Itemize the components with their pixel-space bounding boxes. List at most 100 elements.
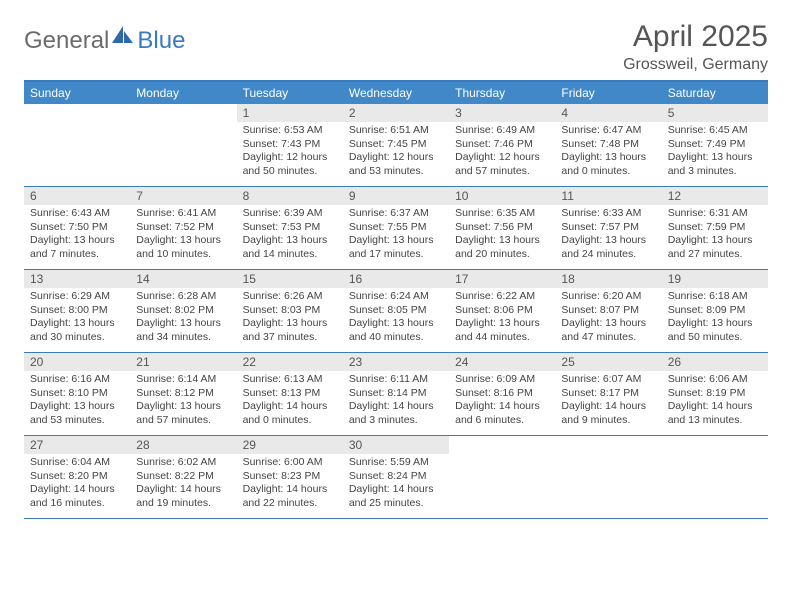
day-cell: 16Sunrise: 6:24 AMSunset: 8:05 PMDayligh… — [343, 270, 449, 352]
daylight-text: Daylight: 14 hours and 13 minutes. — [668, 400, 762, 427]
day-body: Sunrise: 6:04 AMSunset: 8:20 PMDaylight:… — [24, 454, 130, 515]
brand-sail-icon — [112, 26, 134, 49]
day-number: 1 — [237, 104, 343, 122]
day-cell: 7Sunrise: 6:41 AMSunset: 7:52 PMDaylight… — [130, 187, 236, 269]
sunrise-text: Sunrise: 6:09 AM — [455, 373, 549, 387]
day-cell: . — [449, 436, 555, 518]
sunrise-text: Sunrise: 6:41 AM — [136, 207, 230, 221]
daylight-text: Daylight: 13 hours and 17 minutes. — [349, 234, 443, 261]
day-cell: 20Sunrise: 6:16 AMSunset: 8:10 PMDayligh… — [24, 353, 130, 435]
day-cell: 22Sunrise: 6:13 AMSunset: 8:13 PMDayligh… — [237, 353, 343, 435]
week-row: 20Sunrise: 6:16 AMSunset: 8:10 PMDayligh… — [24, 353, 768, 436]
sunset-text: Sunset: 8:14 PM — [349, 387, 443, 401]
day-body: Sunrise: 6:02 AMSunset: 8:22 PMDaylight:… — [130, 454, 236, 515]
day-body: Sunrise: 6:09 AMSunset: 8:16 PMDaylight:… — [449, 371, 555, 432]
day-number: 10 — [449, 187, 555, 205]
brand-logo: General Blue — [24, 26, 185, 55]
sunset-text: Sunset: 8:16 PM — [455, 387, 549, 401]
sunset-text: Sunset: 8:10 PM — [30, 387, 124, 401]
daylight-text: Daylight: 13 hours and 44 minutes. — [455, 317, 549, 344]
day-number: 2 — [343, 104, 449, 122]
daylight-text: Daylight: 14 hours and 16 minutes. — [30, 483, 124, 510]
daylight-text: Daylight: 13 hours and 53 minutes. — [30, 400, 124, 427]
day-body: Sunrise: 6:43 AMSunset: 7:50 PMDaylight:… — [24, 205, 130, 266]
sunset-text: Sunset: 8:00 PM — [30, 304, 124, 318]
day-body: Sunrise: 6:51 AMSunset: 7:45 PMDaylight:… — [343, 122, 449, 183]
day-body: Sunrise: 6:39 AMSunset: 7:53 PMDaylight:… — [237, 205, 343, 266]
week-row: 27Sunrise: 6:04 AMSunset: 8:20 PMDayligh… — [24, 436, 768, 519]
sunset-text: Sunset: 8:19 PM — [668, 387, 762, 401]
day-body: Sunrise: 6:29 AMSunset: 8:00 PMDaylight:… — [24, 288, 130, 349]
sunrise-text: Sunrise: 6:16 AM — [30, 373, 124, 387]
sunrise-text: Sunrise: 6:06 AM — [668, 373, 762, 387]
day-cell: 1Sunrise: 6:53 AMSunset: 7:43 PMDaylight… — [237, 104, 343, 186]
sunrise-text: Sunrise: 6:49 AM — [455, 124, 549, 138]
day-number: 24 — [449, 353, 555, 371]
daylight-text: Daylight: 13 hours and 40 minutes. — [349, 317, 443, 344]
day-body — [662, 454, 768, 460]
daylight-text: Daylight: 13 hours and 47 minutes. — [561, 317, 655, 344]
daylight-text: Daylight: 13 hours and 20 minutes. — [455, 234, 549, 261]
sunrise-text: Sunrise: 6:33 AM — [561, 207, 655, 221]
day-cell: 8Sunrise: 6:39 AMSunset: 7:53 PMDaylight… — [237, 187, 343, 269]
day-body: Sunrise: 6:16 AMSunset: 8:10 PMDaylight:… — [24, 371, 130, 432]
sunset-text: Sunset: 8:03 PM — [243, 304, 337, 318]
sunrise-text: Sunrise: 6:31 AM — [668, 207, 762, 221]
sunrise-text: Sunrise: 6:02 AM — [136, 456, 230, 470]
daylight-text: Daylight: 12 hours and 53 minutes. — [349, 151, 443, 178]
day-number: 22 — [237, 353, 343, 371]
day-body: Sunrise: 6:53 AMSunset: 7:43 PMDaylight:… — [237, 122, 343, 183]
day-body: Sunrise: 6:28 AMSunset: 8:02 PMDaylight:… — [130, 288, 236, 349]
sunrise-text: Sunrise: 6:13 AM — [243, 373, 337, 387]
day-number: 18 — [555, 270, 661, 288]
day-cell: 9Sunrise: 6:37 AMSunset: 7:55 PMDaylight… — [343, 187, 449, 269]
title-block: April 2025 Grossweil, Germany — [623, 20, 768, 74]
daylight-text: Daylight: 14 hours and 22 minutes. — [243, 483, 337, 510]
sunrise-text: Sunrise: 6:35 AM — [455, 207, 549, 221]
week-row: 13Sunrise: 6:29 AMSunset: 8:00 PMDayligh… — [24, 270, 768, 353]
sunrise-text: Sunrise: 6:00 AM — [243, 456, 337, 470]
daylight-text: Daylight: 13 hours and 7 minutes. — [30, 234, 124, 261]
sunset-text: Sunset: 7:43 PM — [243, 138, 337, 152]
dow-header: Friday — [555, 82, 661, 104]
sunrise-text: Sunrise: 6:39 AM — [243, 207, 337, 221]
sunset-text: Sunset: 7:56 PM — [455, 221, 549, 235]
daylight-text: Daylight: 14 hours and 25 minutes. — [349, 483, 443, 510]
day-cell: . — [24, 104, 130, 186]
dow-header: Monday — [130, 82, 236, 104]
sunrise-text: Sunrise: 6:51 AM — [349, 124, 443, 138]
daylight-text: Daylight: 13 hours and 0 minutes. — [561, 151, 655, 178]
sunrise-text: Sunrise: 6:47 AM — [561, 124, 655, 138]
week-row: ..1Sunrise: 6:53 AMSunset: 7:43 PMDaylig… — [24, 104, 768, 187]
sunset-text: Sunset: 7:57 PM — [561, 221, 655, 235]
daylight-text: Daylight: 13 hours and 3 minutes. — [668, 151, 762, 178]
day-number: 20 — [24, 353, 130, 371]
day-body: Sunrise: 6:35 AMSunset: 7:56 PMDaylight:… — [449, 205, 555, 266]
sunset-text: Sunset: 8:17 PM — [561, 387, 655, 401]
brand-word-blue: Blue — [137, 27, 185, 55]
day-cell: 21Sunrise: 6:14 AMSunset: 8:12 PMDayligh… — [130, 353, 236, 435]
day-cell: 14Sunrise: 6:28 AMSunset: 8:02 PMDayligh… — [130, 270, 236, 352]
sunset-text: Sunset: 8:23 PM — [243, 470, 337, 484]
sunrise-text: Sunrise: 6:37 AM — [349, 207, 443, 221]
sunset-text: Sunset: 7:45 PM — [349, 138, 443, 152]
day-number: 17 — [449, 270, 555, 288]
day-body: Sunrise: 6:31 AMSunset: 7:59 PMDaylight:… — [662, 205, 768, 266]
day-cell: 3Sunrise: 6:49 AMSunset: 7:46 PMDaylight… — [449, 104, 555, 186]
day-cell: 13Sunrise: 6:29 AMSunset: 8:00 PMDayligh… — [24, 270, 130, 352]
sunrise-text: Sunrise: 6:43 AM — [30, 207, 124, 221]
daylight-text: Daylight: 14 hours and 19 minutes. — [136, 483, 230, 510]
day-number: 21 — [130, 353, 236, 371]
daylight-text: Daylight: 13 hours and 14 minutes. — [243, 234, 337, 261]
day-number: 12 — [662, 187, 768, 205]
day-number: 9 — [343, 187, 449, 205]
day-cell: 27Sunrise: 6:04 AMSunset: 8:20 PMDayligh… — [24, 436, 130, 518]
day-body — [130, 122, 236, 128]
day-number: 28 — [130, 436, 236, 454]
sunrise-text: Sunrise: 6:18 AM — [668, 290, 762, 304]
dow-header-row: SundayMondayTuesdayWednesdayThursdayFrid… — [24, 82, 768, 104]
sunrise-text: Sunrise: 6:11 AM — [349, 373, 443, 387]
sunset-text: Sunset: 8:20 PM — [30, 470, 124, 484]
day-cell: 19Sunrise: 6:18 AMSunset: 8:09 PMDayligh… — [662, 270, 768, 352]
dow-header: Wednesday — [343, 82, 449, 104]
